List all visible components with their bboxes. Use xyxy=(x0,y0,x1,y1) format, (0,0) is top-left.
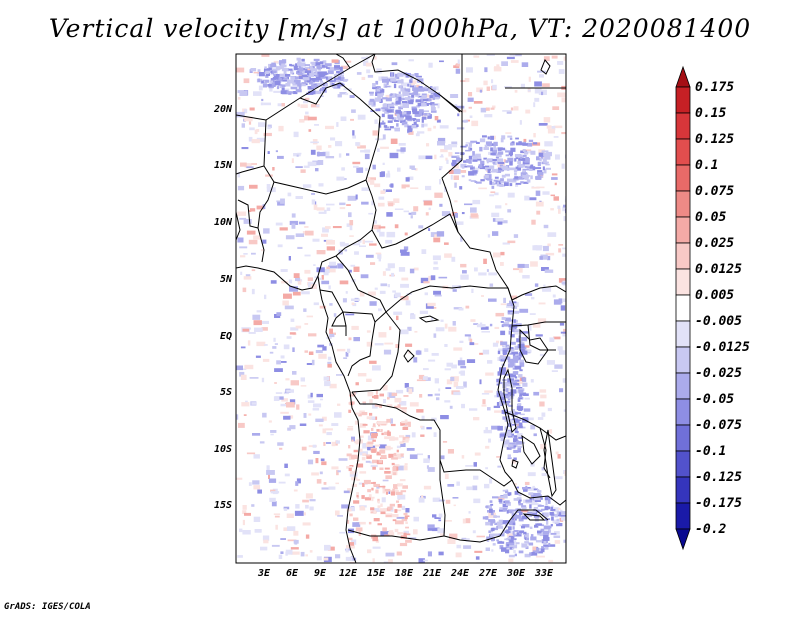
colorbar-swatch xyxy=(675,450,691,478)
colorbar-label: -0.1 xyxy=(695,444,727,459)
grads-credit: GrADS: IGES/COLA xyxy=(4,602,91,612)
colorbar-swatch xyxy=(675,424,691,452)
colorbar-swatch xyxy=(675,86,691,114)
colorbar-swatch xyxy=(675,164,691,192)
colorbar xyxy=(675,65,691,551)
colorbar-swatch xyxy=(675,112,691,140)
lat-label-10s: 10S xyxy=(213,444,232,455)
lon-label-27e: 27E xyxy=(478,568,498,579)
country-borders xyxy=(236,54,566,563)
colorbar-label: -0.05 xyxy=(695,392,735,407)
colorbar-label: 0.1 xyxy=(695,158,719,173)
colorbar-swatch xyxy=(675,294,691,322)
lon-label-9e: 9E xyxy=(313,568,327,579)
colorbar-swatch xyxy=(675,502,691,530)
lon-label-21e: 21E xyxy=(422,568,442,579)
lat-label-5s: 5S xyxy=(219,387,232,398)
colorbar-swatch xyxy=(675,242,691,270)
lat-label-10n: 10N xyxy=(213,217,232,228)
lon-label-30e: 30E xyxy=(506,568,526,579)
colorbar-swatch xyxy=(675,346,691,374)
lon-label-15e: 15E xyxy=(366,568,386,579)
colorbar-swatch xyxy=(675,320,691,348)
colorbar-swatch xyxy=(675,216,691,244)
map-title: Vertical velocity [m/s] at 1000hPa, VT: … xyxy=(48,14,752,43)
colorbar-swatch xyxy=(675,372,691,400)
map-panel xyxy=(235,53,567,564)
lon-label-33e: 33E xyxy=(534,568,554,579)
lat-label-eq: EQ xyxy=(219,331,232,342)
colorbar-label: 0.175 xyxy=(695,80,735,95)
colorbar-bottom-arrow xyxy=(675,528,691,551)
colorbar-label: -0.175 xyxy=(695,496,742,511)
lat-label-5n: 5N xyxy=(219,274,232,285)
lon-label-3e: 3E xyxy=(257,568,271,579)
lat-label-15s: 15S xyxy=(213,500,232,511)
colorbar-label: 0.005 xyxy=(695,288,735,303)
velocity-field xyxy=(236,54,566,563)
colorbar-label: -0.2 xyxy=(695,522,727,537)
colorbar-label: 0.15 xyxy=(695,106,727,121)
lat-label-20n: 20N xyxy=(213,104,232,115)
lat-label-15n: 15N xyxy=(213,160,232,171)
colorbar-swatch xyxy=(675,190,691,218)
colorbar-swatch xyxy=(675,268,691,296)
colorbar-top-arrow xyxy=(675,65,691,88)
colorbar-label: -0.075 xyxy=(695,418,742,433)
colorbar-label: 0.0125 xyxy=(695,262,742,277)
colorbar-label: -0.025 xyxy=(695,366,742,381)
lon-label-18e: 18E xyxy=(394,568,414,579)
colorbar-label: 0.075 xyxy=(695,184,735,199)
colorbar-swatch xyxy=(675,138,691,166)
colorbar-swatch xyxy=(675,476,691,504)
colorbar-label: -0.0125 xyxy=(695,340,750,355)
colorbar-label: -0.125 xyxy=(695,470,742,485)
lon-label-24e: 24E xyxy=(450,568,470,579)
colorbar-label: 0.05 xyxy=(695,210,727,225)
lon-label-6e: 6E xyxy=(285,568,299,579)
colorbar-label: 0.025 xyxy=(695,236,735,251)
map-frame xyxy=(235,53,567,564)
colorbar-swatch xyxy=(675,398,691,426)
lon-label-12e: 12E xyxy=(338,568,358,579)
colorbar-label: -0.005 xyxy=(695,314,742,329)
colorbar-label: 0.125 xyxy=(695,132,735,147)
